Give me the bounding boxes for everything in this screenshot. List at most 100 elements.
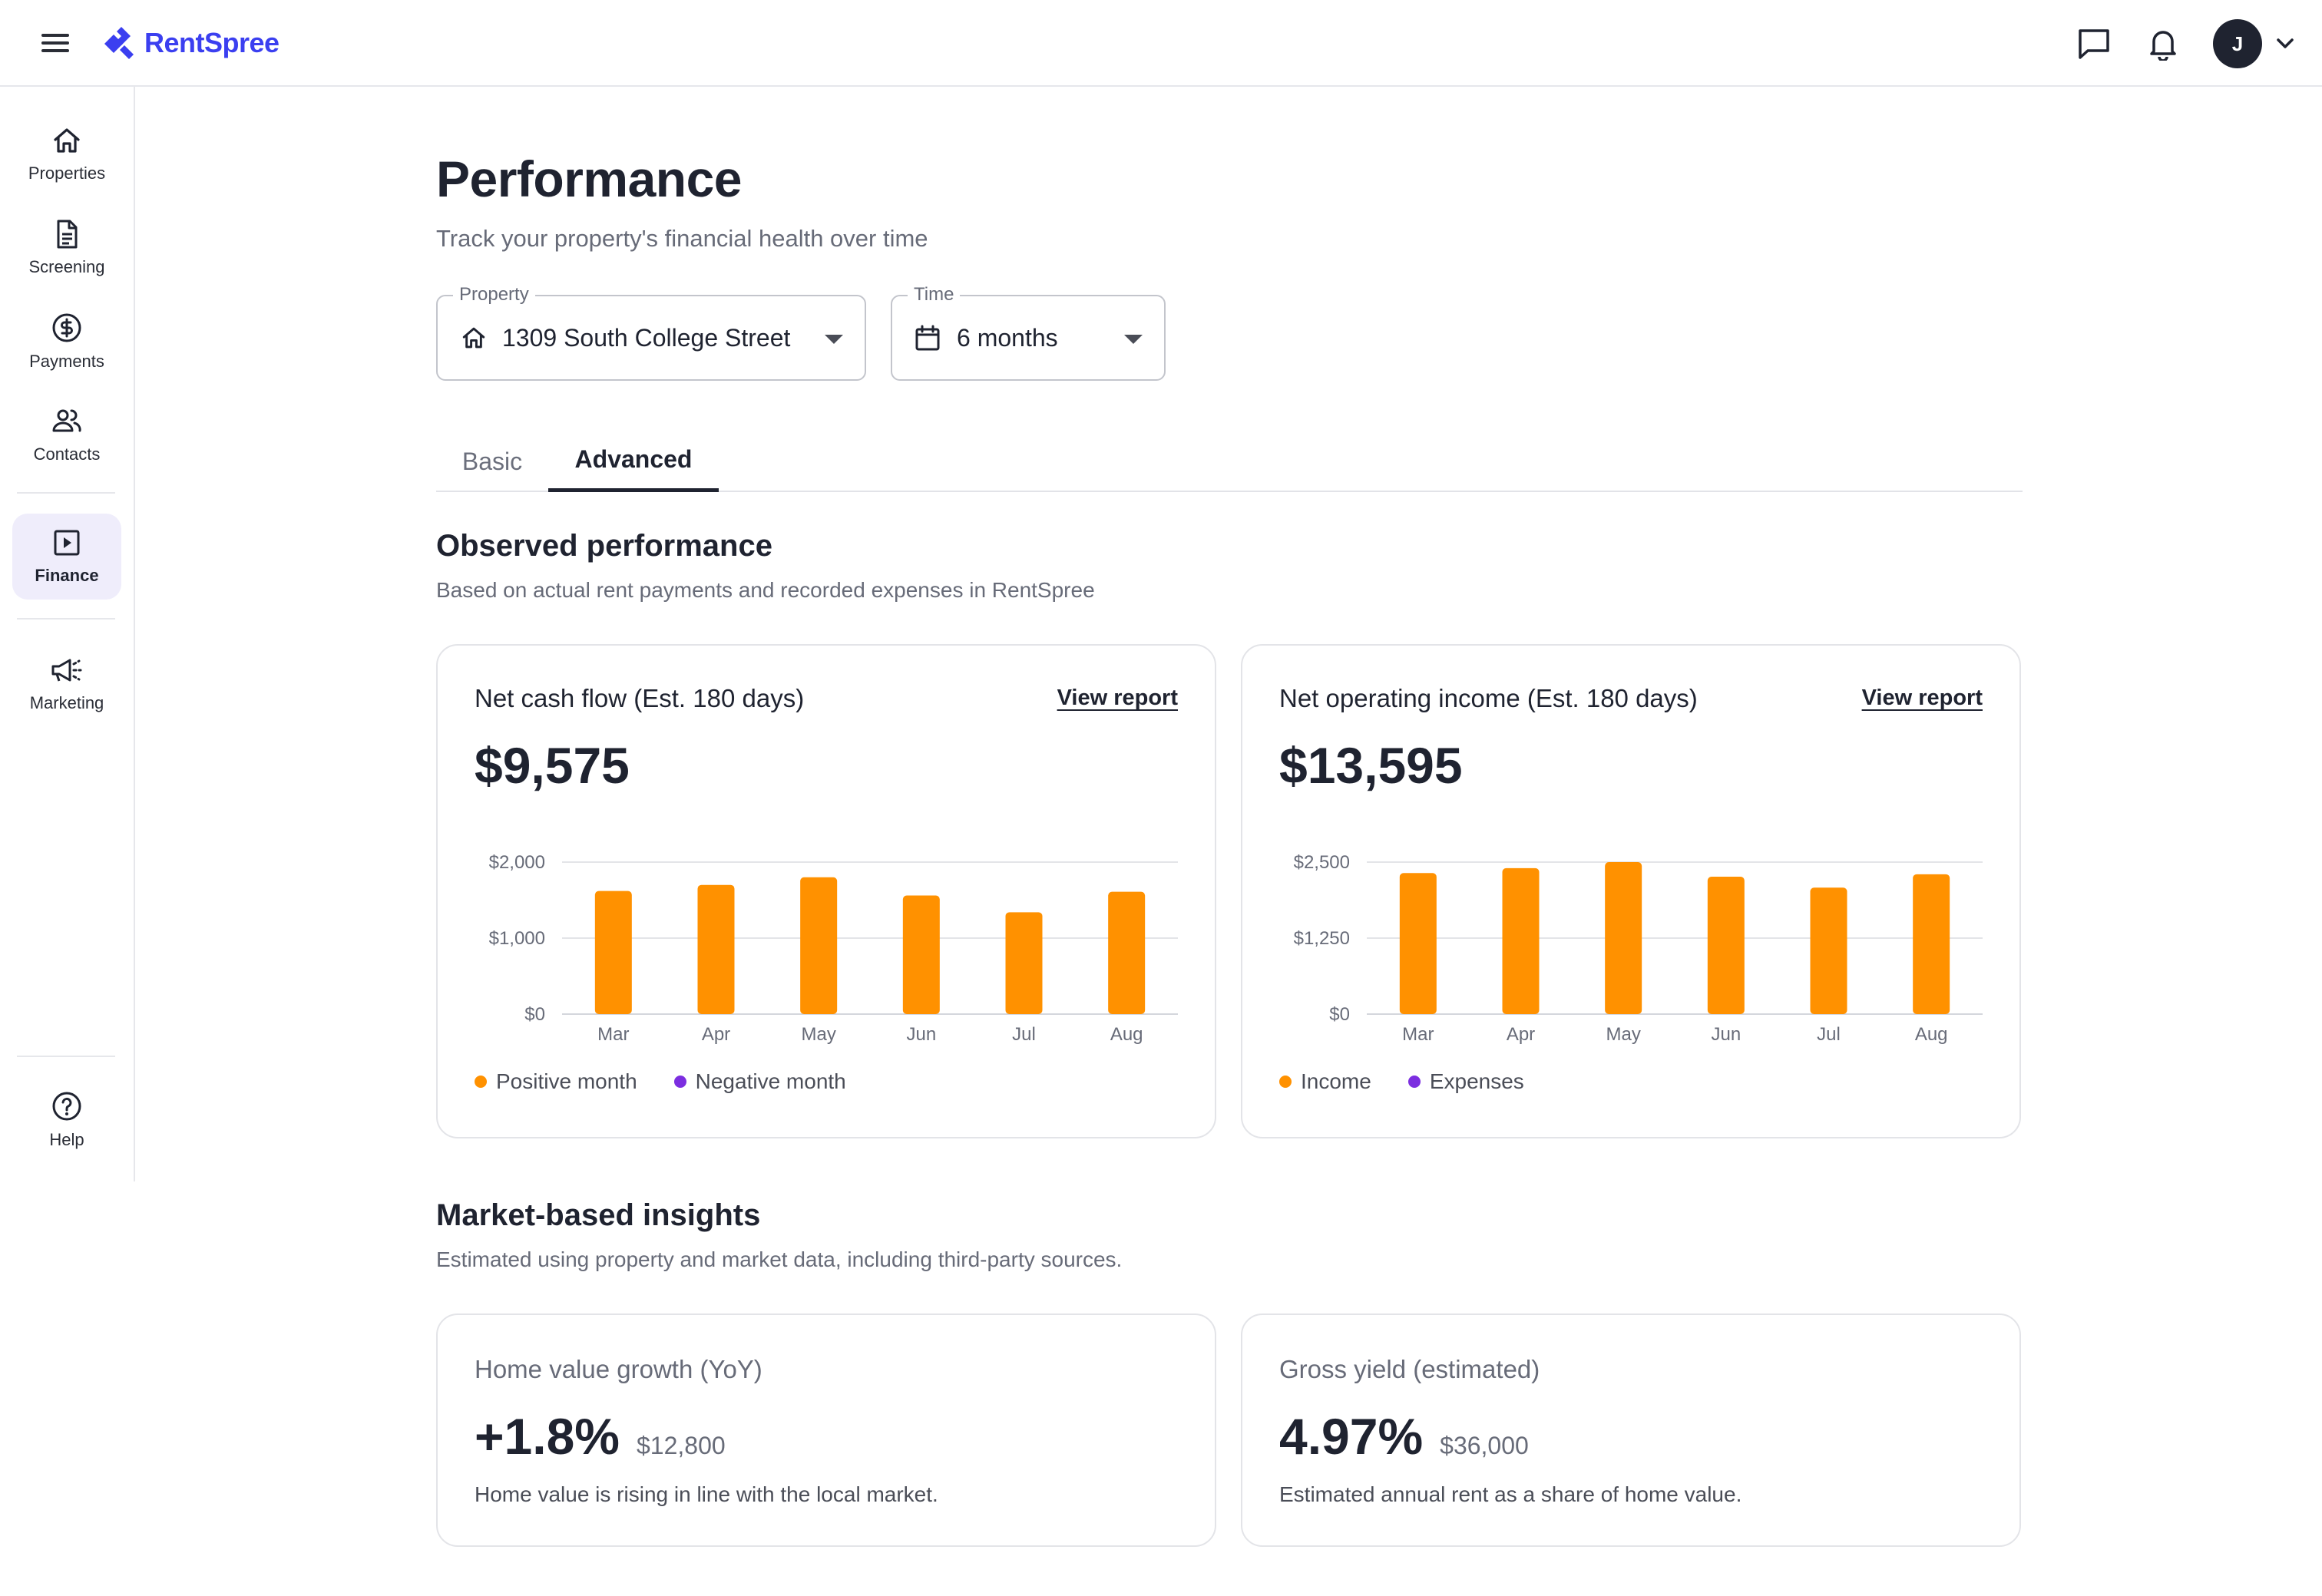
sidebar-item-payments[interactable]: Payments bbox=[12, 299, 121, 385]
y-tick-label: $1,250 bbox=[1294, 928, 1350, 949]
document-icon bbox=[57, 220, 78, 249]
help-icon bbox=[52, 1092, 81, 1121]
card-title: Net cash flow (Est. 180 days) bbox=[475, 684, 805, 712]
y-tick-label: $0 bbox=[1329, 1004, 1350, 1025]
megaphone-icon bbox=[51, 659, 82, 682]
property-select[interactable]: Property 1309 South College Street bbox=[436, 284, 866, 381]
sidebar-item-contacts[interactable]: Contacts bbox=[12, 392, 121, 478]
legend-label: Expenses bbox=[1429, 1069, 1524, 1093]
tab-basic[interactable]: Basic bbox=[461, 447, 523, 475]
calendar-icon bbox=[915, 325, 940, 351]
page-subtitle: Track your property's financial health o… bbox=[436, 225, 928, 252]
chart-bar bbox=[1605, 862, 1642, 1014]
net-cash-flow-card: Net cash flow (Est. 180 days) View repor… bbox=[436, 644, 1216, 1138]
net-cash-flow-chart: $0 $1,000 $2,000 Mar Apr May Jun Jul Aug bbox=[489, 852, 1178, 1045]
sidebar-item-label: Help bbox=[49, 1130, 84, 1149]
x-tick-label: May bbox=[1606, 1024, 1640, 1045]
x-tick-label: Mar bbox=[597, 1024, 629, 1045]
y-tick-label: $2,500 bbox=[1294, 852, 1350, 873]
card-value: $13,595 bbox=[1279, 737, 1463, 794]
brand-name: RentSpree bbox=[144, 27, 280, 58]
messages-icon[interactable] bbox=[2075, 25, 2113, 63]
chart-bar bbox=[1502, 867, 1540, 1014]
play-square-icon bbox=[54, 530, 80, 556]
net-operating-income-chart: $0 $1,250 $2,500 Mar Apr May Jun Jul Aug bbox=[1294, 852, 1983, 1045]
observed-section-title: Observed performance bbox=[436, 529, 772, 563]
metric-secondary: $12,800 bbox=[636, 1432, 726, 1459]
legend-label: Positive month bbox=[496, 1069, 637, 1093]
legend-label: Negative month bbox=[695, 1069, 846, 1093]
menu-icon[interactable] bbox=[38, 29, 72, 57]
tab-bar: Basic Advanced bbox=[436, 431, 2023, 492]
logo[interactable]: RentSpree bbox=[103, 21, 280, 64]
home-icon bbox=[54, 128, 80, 153]
page-title: Performance bbox=[436, 150, 743, 207]
chart-legend: Positive month Negative month bbox=[475, 1069, 846, 1094]
legend-label: Income bbox=[1301, 1069, 1371, 1093]
x-tick-label: Jun bbox=[1711, 1024, 1741, 1045]
time-select[interactable]: Time 6 months bbox=[891, 284, 1166, 381]
tab-advanced[interactable]: Advanced bbox=[548, 431, 719, 492]
top-bar: RentSpree J bbox=[0, 0, 2322, 87]
sidebar-item-label: Marketing bbox=[29, 693, 104, 712]
market-section-title: Market-based insights bbox=[436, 1198, 761, 1232]
account-menu[interactable]: J bbox=[2213, 19, 2294, 68]
chart-bar bbox=[1707, 877, 1745, 1014]
x-tick-label: Apr bbox=[702, 1024, 730, 1045]
contacts-icon bbox=[52, 409, 81, 432]
x-tick-label: Aug bbox=[1915, 1024, 1948, 1045]
metric-description: Home value is rising in line with the lo… bbox=[475, 1482, 938, 1506]
y-tick-label: $0 bbox=[524, 1004, 545, 1025]
bell-icon[interactable] bbox=[2144, 25, 2182, 63]
card-title: Gross yield (estimated) bbox=[1279, 1355, 1540, 1383]
sidebar-item-properties[interactable]: Properties bbox=[12, 111, 121, 197]
chart-bar bbox=[1108, 891, 1146, 1014]
property-select-value: 1309 South College Street bbox=[502, 323, 791, 352]
sidebar-item-finance[interactable]: Finance bbox=[12, 514, 121, 600]
legend-item: Positive month bbox=[475, 1069, 637, 1094]
chart-bar bbox=[800, 877, 838, 1014]
x-tick-label: Jul bbox=[1817, 1024, 1841, 1045]
card-value: $9,575 bbox=[475, 737, 630, 794]
legend-item: Expenses bbox=[1407, 1069, 1524, 1094]
chart-bar bbox=[594, 891, 632, 1014]
x-tick-label: Apr bbox=[1507, 1024, 1535, 1045]
chart-bar bbox=[902, 895, 940, 1014]
chart-bar bbox=[1399, 873, 1437, 1014]
sidebar-divider bbox=[17, 618, 115, 620]
x-tick-label: Jun bbox=[906, 1024, 936, 1045]
card-title: Home value growth (YoY) bbox=[475, 1355, 762, 1383]
gross-yield-card: Gross yield (estimated) 4.97% $36,000 Es… bbox=[1241, 1313, 2021, 1547]
view-report-link[interactable]: View report bbox=[1861, 686, 1983, 710]
legend-dot-icon bbox=[1279, 1076, 1292, 1088]
caret-down-icon bbox=[825, 335, 843, 344]
property-select-label: Property bbox=[453, 284, 535, 306]
metric-value: +1.8% bbox=[475, 1408, 620, 1465]
chart-bar bbox=[697, 884, 735, 1014]
metric-value: 4.97% bbox=[1279, 1408, 1424, 1465]
sidebar-divider bbox=[17, 1056, 115, 1057]
time-select-value: 6 months bbox=[957, 323, 1058, 352]
metric-secondary: $36,000 bbox=[1440, 1432, 1529, 1459]
sidebar-item-label: Properties bbox=[28, 164, 106, 183]
sidebar: Properties Screening Payments Contacts F… bbox=[0, 87, 135, 1181]
home-value-growth-card: Home value growth (YoY) +1.8% $12,800 Ho… bbox=[436, 1313, 1216, 1547]
sidebar-item-label: Finance bbox=[35, 566, 99, 585]
net-operating-income-card: Net operating income (Est. 180 days) Vie… bbox=[1241, 644, 2021, 1138]
sidebar-item-marketing[interactable]: Marketing bbox=[12, 641, 121, 727]
y-tick-label: $1,000 bbox=[489, 928, 545, 949]
sidebar-item-help[interactable]: Help bbox=[12, 1077, 121, 1163]
chevron-down-icon bbox=[2277, 38, 2294, 48]
caret-down-icon bbox=[1124, 335, 1143, 344]
sidebar-item-label: Contacts bbox=[33, 444, 101, 464]
chart-bar bbox=[1913, 874, 1950, 1014]
sidebar-item-label: Screening bbox=[28, 257, 105, 276]
legend-item: Income bbox=[1279, 1069, 1371, 1094]
sidebar-item-screening[interactable]: Screening bbox=[12, 205, 121, 291]
legend-dot-icon bbox=[673, 1076, 686, 1088]
x-tick-label: Mar bbox=[1402, 1024, 1434, 1045]
view-report-link[interactable]: View report bbox=[1057, 686, 1178, 710]
observed-section-subtitle: Based on actual rent payments and record… bbox=[436, 578, 1095, 602]
chart-bar bbox=[1005, 912, 1043, 1014]
chart-legend: Income Expenses bbox=[1279, 1069, 1524, 1094]
